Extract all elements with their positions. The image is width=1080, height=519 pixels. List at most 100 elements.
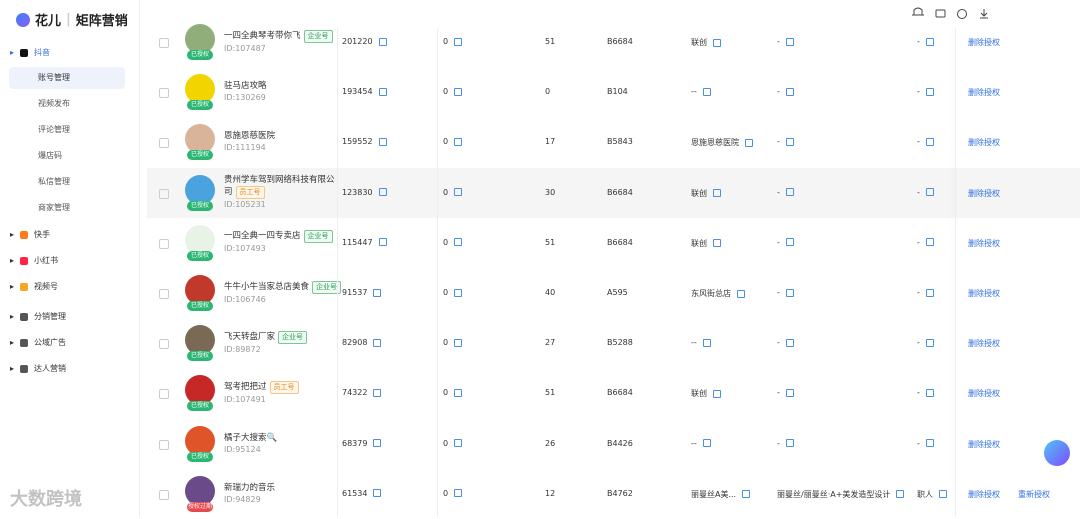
edit-icon[interactable] xyxy=(925,188,934,197)
edit-icon[interactable] xyxy=(378,137,387,146)
cell-value: - xyxy=(917,288,934,297)
edit-icon[interactable] xyxy=(785,137,794,146)
row-checkbox[interactable] xyxy=(159,439,169,450)
edit-icon[interactable] xyxy=(373,338,382,347)
edit-icon[interactable] xyxy=(378,238,387,247)
cell-value: - xyxy=(777,188,794,197)
menu-group[interactable]: ▸ 快手 xyxy=(10,229,50,240)
edit-icon[interactable] xyxy=(785,238,794,247)
column-divider xyxy=(337,28,338,517)
edit-icon[interactable] xyxy=(454,87,463,96)
menu-item[interactable]: 商家管理 xyxy=(38,203,70,212)
row-checkbox[interactable] xyxy=(159,238,169,249)
edit-icon[interactable] xyxy=(939,490,947,499)
edit-icon[interactable] xyxy=(785,87,794,96)
download-icon[interactable] xyxy=(980,9,988,19)
cell-value: 东风街总店 xyxy=(691,288,745,299)
edit-icon[interactable] xyxy=(713,389,721,398)
edit-icon[interactable] xyxy=(454,37,463,46)
edit-icon[interactable] xyxy=(785,439,794,448)
ai-assistant-button[interactable] xyxy=(1044,440,1070,466)
edit-icon[interactable] xyxy=(454,388,463,397)
edit-icon[interactable] xyxy=(713,38,721,47)
edit-icon[interactable] xyxy=(925,238,934,247)
edit-icon[interactable] xyxy=(745,138,753,147)
help-icon[interactable] xyxy=(957,9,967,19)
row-checkbox[interactable] xyxy=(159,389,169,400)
row-checkbox[interactable] xyxy=(159,38,169,48)
edit-icon[interactable] xyxy=(454,137,463,146)
edit-icon[interactable] xyxy=(702,87,711,96)
edit-icon[interactable] xyxy=(737,289,745,298)
menu-item[interactable]: 账号管理 xyxy=(9,67,125,89)
edit-icon[interactable] xyxy=(454,338,463,347)
edit-icon[interactable] xyxy=(925,87,934,96)
edit-icon[interactable] xyxy=(702,439,711,448)
bell-icon[interactable] xyxy=(912,7,924,16)
row-checkbox[interactable] xyxy=(159,339,169,350)
edit-icon[interactable] xyxy=(925,338,934,347)
edit-icon[interactable] xyxy=(713,189,721,198)
cell-text: - xyxy=(917,237,920,247)
menu-item[interactable]: 爆店码 xyxy=(38,151,62,160)
action-link[interactable]: 删除授权 xyxy=(968,439,1000,449)
action-link[interactable]: 删除授权 xyxy=(968,88,1000,98)
edit-icon[interactable] xyxy=(454,188,463,197)
menu-group[interactable]: ▸ 公域广告 xyxy=(10,337,66,348)
menu-group[interactable]: ▸ 达人营销 xyxy=(10,363,66,374)
row-checkbox[interactable] xyxy=(159,289,169,299)
action-link[interactable]: 删除授权 xyxy=(968,238,1000,248)
edit-icon[interactable] xyxy=(785,338,794,347)
edit-icon[interactable] xyxy=(785,388,794,397)
cell-value: 恩施恩慈医院 xyxy=(691,137,753,148)
menu-group[interactable]: ▸ 小红书 xyxy=(10,255,58,266)
edit-icon[interactable] xyxy=(378,37,387,46)
gift-icon[interactable] xyxy=(935,9,946,18)
menu-group[interactable]: ▸ 分销管理 xyxy=(10,311,66,322)
action-link[interactable]: 删除授权 xyxy=(968,489,1000,499)
edit-icon[interactable] xyxy=(785,188,794,197)
edit-icon[interactable] xyxy=(925,288,934,297)
cell-value: 0 xyxy=(545,87,550,96)
brand-text: 矩阵营销 xyxy=(75,14,128,29)
edit-icon[interactable] xyxy=(454,238,463,247)
menu-item[interactable]: 私信管理 xyxy=(38,177,70,186)
row-checkbox[interactable] xyxy=(159,88,169,99)
action-link[interactable]: 删除授权 xyxy=(968,138,1000,148)
menu-item[interactable]: 评论管理 xyxy=(38,125,70,134)
edit-icon[interactable] xyxy=(373,388,382,397)
action-link[interactable]: 删除授权 xyxy=(968,188,1000,198)
row-checkbox[interactable] xyxy=(159,489,169,500)
edit-icon[interactable] xyxy=(378,87,387,96)
account-info: 贵州学车驾到网络科技有限公司 员工号 ID:105231 xyxy=(224,174,342,211)
edit-icon[interactable] xyxy=(373,489,382,498)
row-checkbox[interactable] xyxy=(159,188,169,199)
edit-icon[interactable] xyxy=(925,439,934,448)
menu-group[interactable]: ▸ 抖音 xyxy=(10,47,50,58)
edit-icon[interactable] xyxy=(925,137,934,146)
edit-icon[interactable] xyxy=(896,490,905,499)
edit-icon[interactable] xyxy=(454,439,463,448)
edit-icon[interactable] xyxy=(454,288,463,297)
edit-icon[interactable] xyxy=(785,37,794,46)
menu-item[interactable]: 视频发布 xyxy=(38,99,70,108)
edit-icon[interactable] xyxy=(373,439,382,448)
action-link[interactable]: 删除授权 xyxy=(968,38,1000,47)
action-link[interactable]: 删除授权 xyxy=(968,289,1000,298)
cell-text: 0 xyxy=(443,438,449,448)
edit-icon[interactable] xyxy=(785,288,794,297)
edit-icon[interactable] xyxy=(925,388,934,397)
edit-icon[interactable] xyxy=(702,338,711,347)
edit-icon[interactable] xyxy=(742,490,751,499)
action-link[interactable]: 删除授权 xyxy=(968,339,1000,349)
edit-icon[interactable] xyxy=(713,239,721,248)
edit-icon[interactable] xyxy=(925,37,934,46)
edit-icon[interactable] xyxy=(378,188,387,197)
row-checkbox[interactable] xyxy=(159,138,169,149)
action-link[interactable]: 重新授权 xyxy=(1018,489,1050,499)
menu-group[interactable]: ▸ 视频号 xyxy=(10,281,58,292)
edit-icon[interactable] xyxy=(373,288,382,297)
edit-icon[interactable] xyxy=(454,489,463,498)
action-link[interactable]: 删除授权 xyxy=(968,389,1000,399)
